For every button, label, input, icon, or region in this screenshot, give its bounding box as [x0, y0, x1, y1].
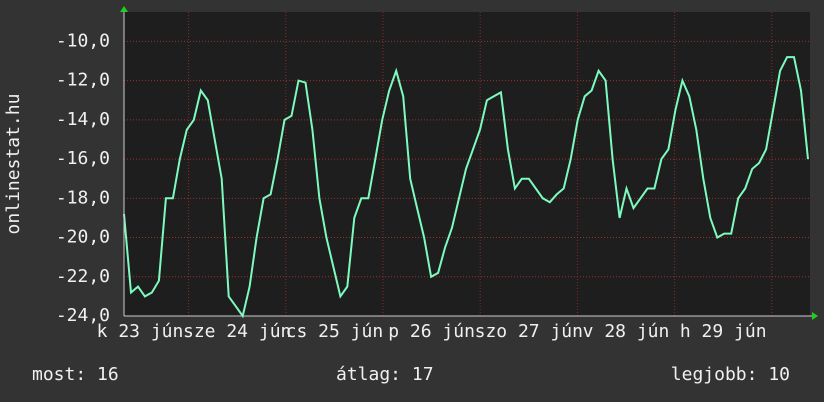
x-tick-label: h 29 jún	[680, 321, 767, 342]
y-tick-label: -10,0	[56, 30, 110, 51]
y-tick-label: -14,0	[56, 109, 110, 130]
x-tick-label: p 26 jún	[388, 321, 475, 342]
y-tick-label: -20,0	[56, 227, 110, 248]
data-line	[123, 56, 809, 319]
x-tick-label: k 23 jún	[97, 321, 184, 342]
y-tick-label: -16,0	[56, 148, 110, 169]
x-tick-label: cs 25 jún	[286, 321, 384, 342]
y-tick-label: -22,0	[56, 266, 110, 287]
footer-now: most: 16	[32, 364, 119, 385]
y-axis-label: onlinestat.hu	[3, 94, 24, 235]
x-arrow	[812, 312, 818, 320]
x-tick-label: sze 24 jún	[183, 321, 291, 342]
y-tick-label: -24,0	[56, 305, 110, 326]
x-tick-label: szo 27 jún	[475, 321, 583, 342]
x-tick-label: v 28 jún	[583, 321, 670, 342]
y-tick-label: -18,0	[56, 187, 110, 208]
footer-avg: átlag: 17	[336, 364, 434, 385]
y-tick-label: -12,0	[56, 70, 110, 91]
footer-best: legjobb: 10	[671, 364, 790, 385]
y-arrow	[120, 6, 128, 12]
